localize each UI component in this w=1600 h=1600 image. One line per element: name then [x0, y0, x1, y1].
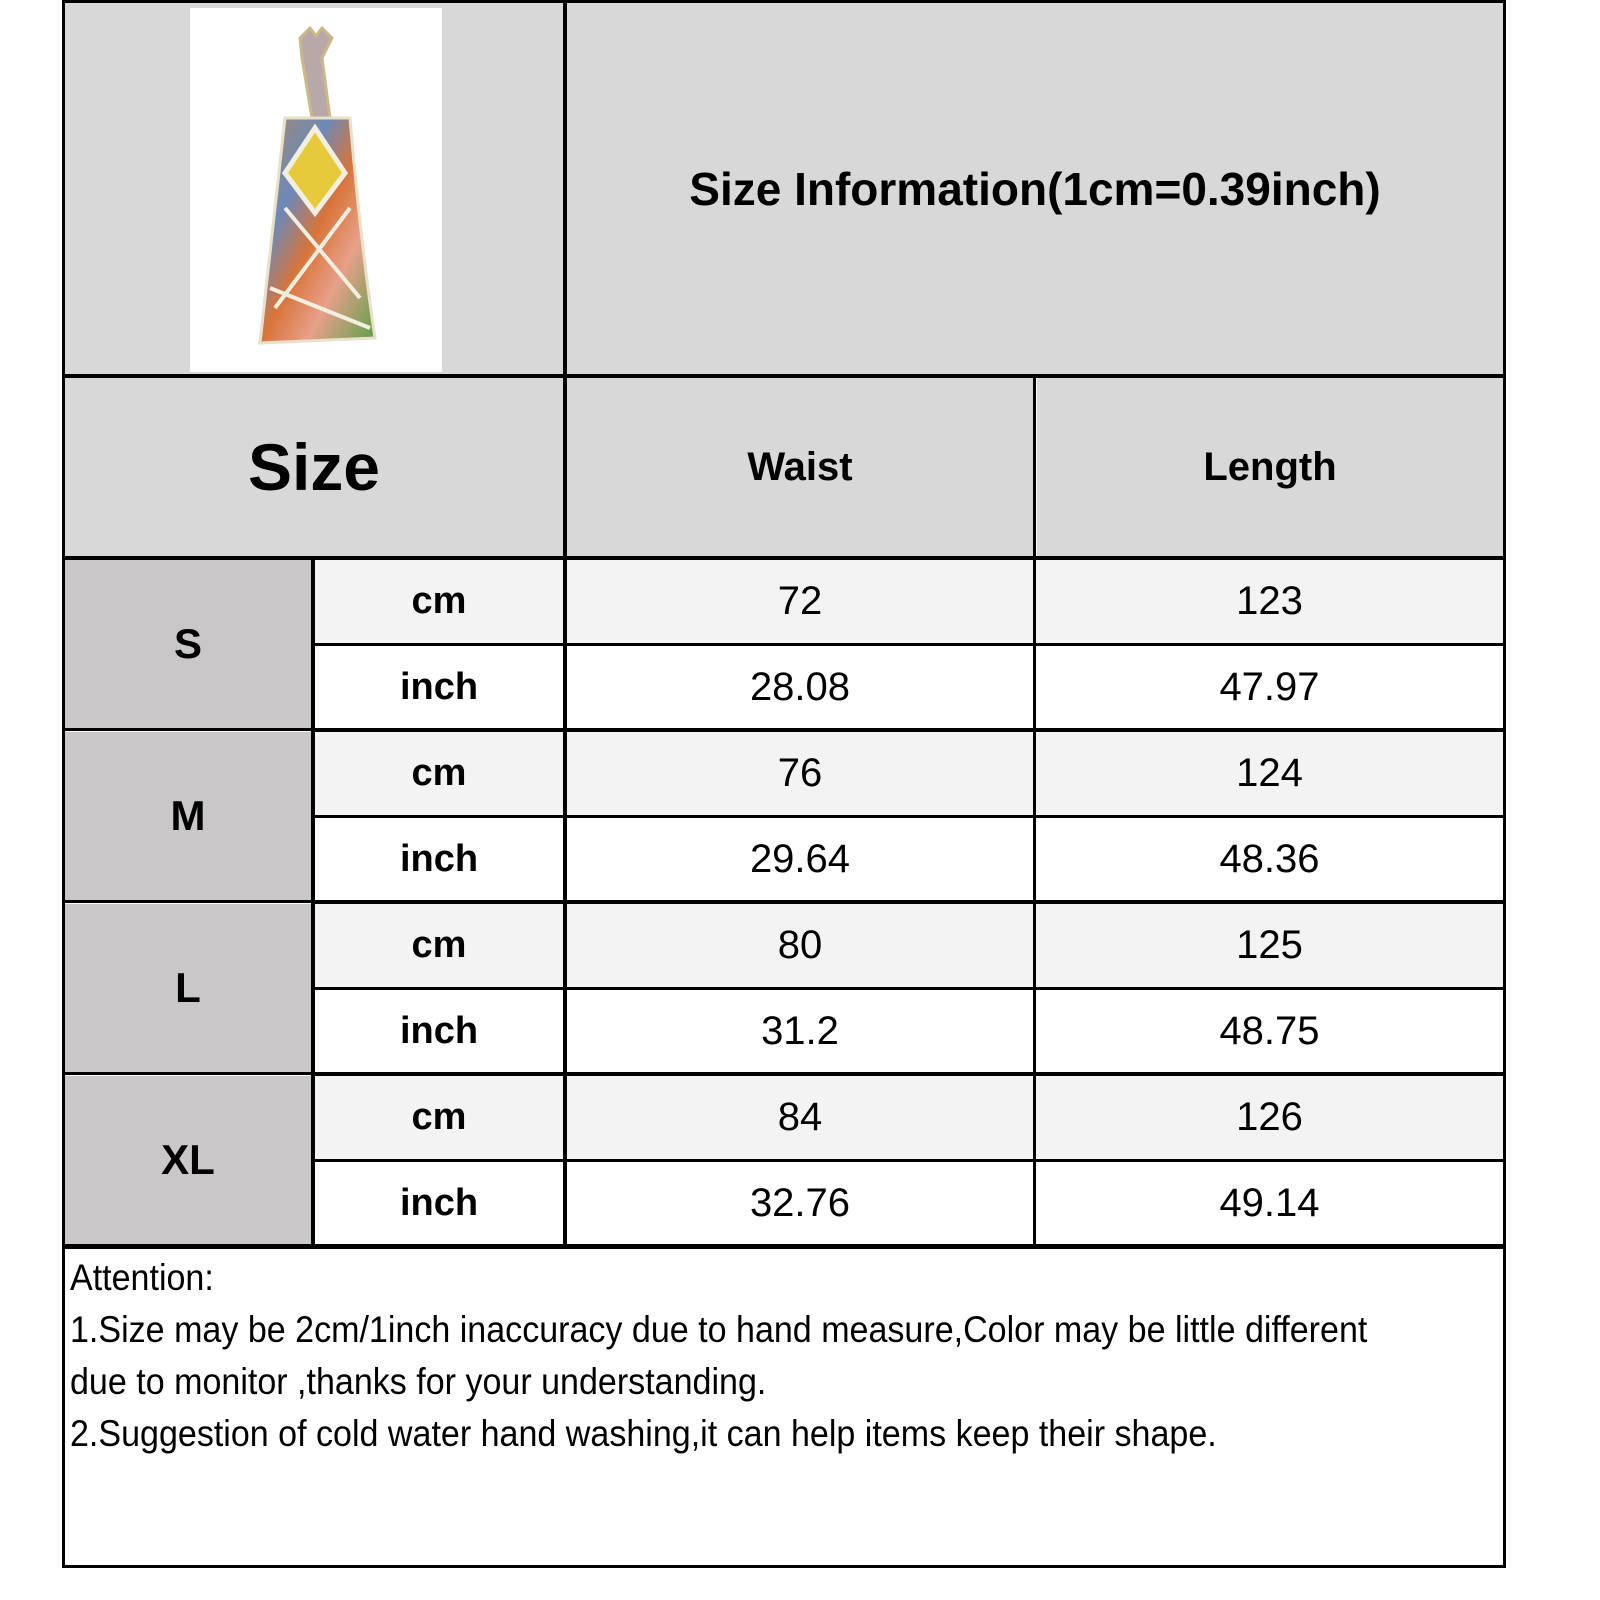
length-header: Length [1037, 378, 1503, 556]
waist-value: 72 [567, 560, 1033, 643]
waist-value: 76 [567, 732, 1033, 815]
attention-heading: Attention: [70, 1257, 214, 1298]
length-value: 49.14 [1036, 1162, 1503, 1245]
waist-value: 31.2 [567, 990, 1033, 1073]
size-label-s: S [65, 560, 311, 728]
size-label-xl: XL [65, 1076, 311, 1244]
dress-image [190, 8, 442, 372]
unit-inch: inch [315, 646, 563, 729]
attention-note-1: 1.Size may be 2cm/1inch inaccuracy due t… [70, 1309, 1368, 1402]
length-value: 125 [1036, 904, 1503, 987]
waist-value: 32.76 [567, 1162, 1033, 1245]
length-value: 126 [1036, 1076, 1503, 1159]
unit-cm: cm [315, 560, 563, 643]
waist-value: 80 [567, 904, 1033, 987]
length-value: 123 [1036, 560, 1503, 643]
chart-title: Size Information(1cm=0.39inch) [567, 3, 1503, 374]
unit-cm: cm [315, 1076, 563, 1159]
unit-inch: inch [315, 818, 563, 901]
waist-value: 28.08 [567, 646, 1033, 729]
dress-photo-icon [258, 25, 377, 345]
attention-notes: Attention: 1.Size may be 2cm/1inch inacc… [70, 1252, 1376, 1460]
waist-value: 84 [567, 1076, 1033, 1159]
unit-cm: cm [315, 732, 563, 815]
waist-value: 29.64 [567, 818, 1033, 901]
unit-cm: cm [315, 904, 563, 987]
size-label-l: L [65, 904, 311, 1072]
attention-note-2: 2.Suggestion of cold water hand washing,… [70, 1413, 1217, 1454]
waist-header: Waist [567, 378, 1033, 556]
length-value: 48.36 [1036, 818, 1503, 901]
length-value: 124 [1036, 732, 1503, 815]
size-header: Size [65, 378, 563, 556]
unit-inch: inch [315, 990, 563, 1073]
size-label-m: M [65, 732, 311, 900]
length-value: 48.75 [1036, 990, 1503, 1073]
length-value: 47.97 [1036, 646, 1503, 729]
size-chart [62, 0, 1506, 1568]
unit-inch: inch [315, 1162, 563, 1245]
image-cell [65, 3, 563, 374]
